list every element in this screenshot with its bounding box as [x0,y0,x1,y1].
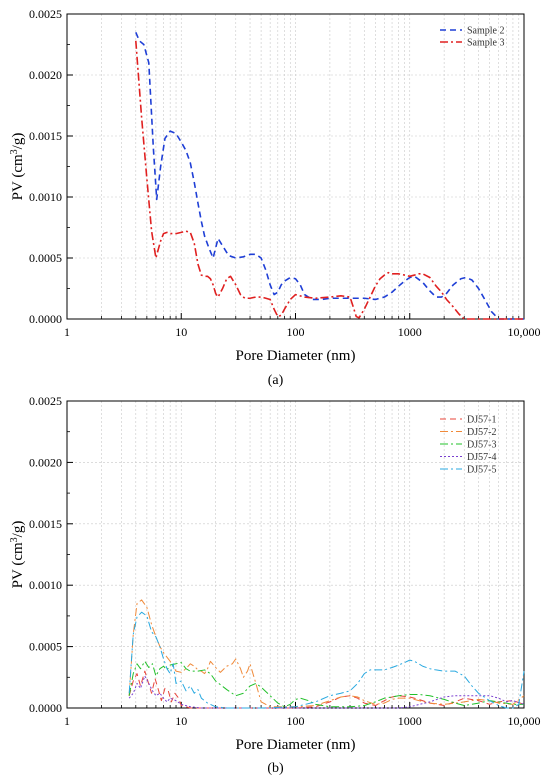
y-tick-label: 0.0005 [29,251,62,265]
series-line-dj57-3 [128,660,524,708]
x-tick-label: 1000 [398,325,422,339]
series-line-sample-2 [135,31,524,320]
y-axis-title: PV (cm3/g) [9,521,27,589]
y-tick-label: 0.0000 [29,312,62,326]
y-tick-label: 0.0010 [29,578,62,592]
legend-label: DJ57-5 [467,465,496,476]
legend-label: Sample 2 [467,26,505,37]
x-tick-label: 10,000 [508,714,541,728]
y-tick-label: 0.0015 [29,517,62,531]
y-tick-label: 0.0015 [29,129,62,143]
x-tick-label: 1000 [398,714,422,728]
x-axis-title: Pore Diameter (nm) [236,737,356,753]
panel-label: (a) [268,373,284,388]
y-tick-label: 0.0025 [29,7,62,21]
series-line-dj57-5 [128,611,525,709]
panel-label: (b) [267,761,284,776]
x-axis-title: Pore Diameter (nm) [236,348,356,364]
x-tick-label: 10,000 [508,325,541,339]
legend-label: Sample 3 [467,38,505,49]
legend-label: DJ57-2 [467,427,496,438]
x-tick-label: 1 [64,325,70,339]
y-tick-label: 0.0010 [29,190,62,204]
chart-panel-b: 1 10 100 1000 10,000 0.0000 0.0005 0.0010 0.0015… [9,394,541,776]
y-tick-label: 0.0020 [29,455,62,469]
x-tick-label: 10 [175,325,187,339]
y-tick-label: 0.0000 [29,701,62,715]
series-line-sample-3 [134,40,524,320]
chart-panel-a: 1 10 100 1000 10,000 0.0000 0.0005 0.0010 0.0015… [9,7,541,388]
x-tick-label: 1 [64,714,70,728]
legend-label: DJ57-1 [467,415,496,426]
x-tick-label: 10 [175,714,187,728]
series-line-dj57-4 [128,675,525,709]
x-tick-label: 100 [287,325,305,339]
y-tick-label: 0.0020 [29,68,62,82]
legend-label: DJ57-3 [467,440,496,451]
legend-label: DJ57-4 [467,452,496,463]
x-tick-label: 100 [287,714,305,728]
series-line-dj57-2 [128,599,525,708]
y-tick-label: 0.0005 [29,640,62,654]
y-tick-label: 0.0025 [29,394,62,408]
y-axis-title: PV (cm3/g) [9,133,27,201]
